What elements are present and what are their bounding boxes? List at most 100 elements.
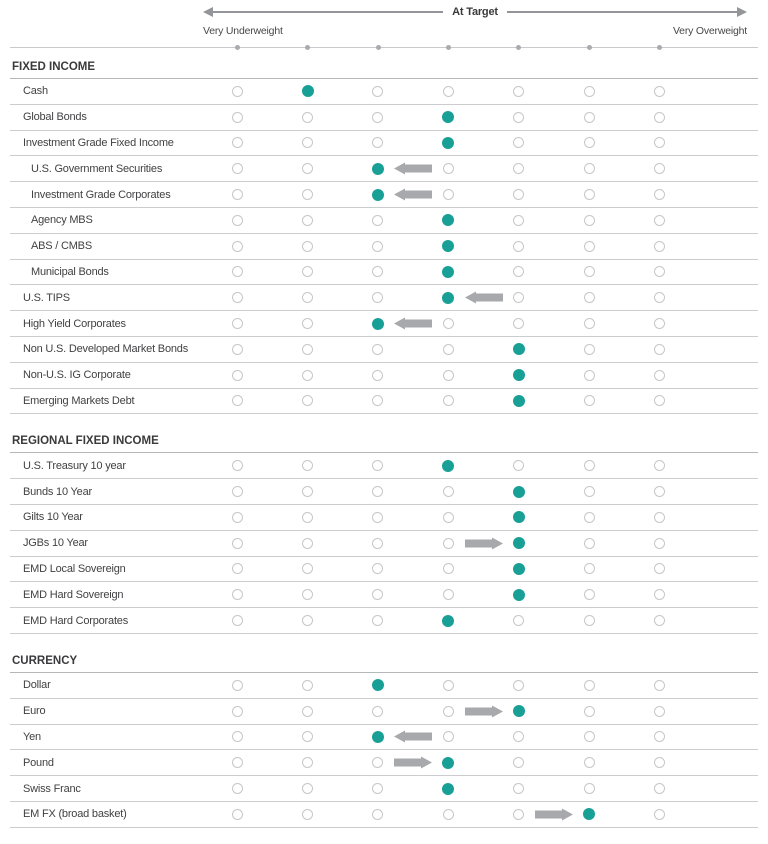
empty-position-circle (231, 85, 243, 97)
scale-cell (413, 79, 483, 104)
empty-position-circle (654, 214, 666, 226)
arrow-head (464, 291, 476, 304)
scale-cell (413, 479, 483, 504)
arrow-head (562, 808, 573, 821)
scale-cell (554, 208, 624, 233)
scale-cell (343, 750, 413, 775)
empty-position-circle (372, 395, 384, 407)
scale-cell (413, 750, 483, 775)
empty-position-circle (231, 292, 243, 304)
arrow-tail (405, 732, 433, 741)
row-label: EMD Hard Sovereign (23, 588, 124, 601)
scale-cell (413, 673, 483, 698)
scale-cell (554, 479, 624, 504)
scale-cell (272, 234, 342, 259)
empty-position-circle (442, 563, 454, 575)
scale-cell (202, 389, 272, 414)
scale-cell (624, 79, 694, 104)
scale-cell (413, 182, 483, 207)
left-arrow-icon (394, 317, 433, 330)
row-label: ABS / CMBS (31, 240, 92, 253)
empty-position-circle (654, 757, 666, 769)
empty-position-circle (583, 318, 595, 330)
empty-position-circle (231, 808, 243, 820)
filled-position-dot (442, 459, 455, 472)
right-arrow-icon (464, 537, 503, 550)
empty-position-circle (231, 214, 243, 226)
empty-position-circle (583, 615, 595, 627)
empty-position-circle (231, 369, 243, 381)
scale-cell (272, 105, 342, 130)
empty-position-circle (372, 240, 384, 252)
scale-cell (413, 776, 483, 801)
empty-position-circle (583, 537, 595, 549)
section-title: REGIONAL FIXED INCOME (10, 435, 758, 454)
arrow-tail (405, 164, 433, 173)
scale-cell (484, 311, 554, 336)
empty-position-circle (231, 163, 243, 175)
row-label: U.S. TIPS (23, 291, 70, 304)
table-row: Pound (10, 750, 758, 777)
row-label: Investment Grade Fixed Income (23, 136, 174, 149)
scale-cell (343, 479, 413, 504)
scale-cell (484, 608, 554, 633)
scale-cell (624, 608, 694, 633)
empty-position-circle (654, 460, 666, 472)
scale-cell (554, 750, 624, 775)
very-overweight-label: Very Overweight (672, 25, 747, 37)
table-row: Bunds 10 Year (10, 479, 758, 505)
empty-position-circle (372, 266, 384, 278)
empty-position-circle (372, 369, 384, 381)
ruler-tick-dot (516, 45, 522, 50)
empty-position-circle (654, 292, 666, 304)
empty-position-circle (654, 189, 666, 201)
scale-cell (484, 182, 554, 207)
scale-cell (484, 802, 554, 827)
row-label: Yen (23, 730, 41, 743)
scale-cell (202, 285, 272, 310)
table-row: Non U.S. Developed Market Bonds (10, 337, 758, 363)
filled-position-dot (442, 111, 455, 124)
table-row: Global Bonds (10, 105, 758, 131)
scale-cell (272, 505, 342, 530)
empty-position-circle (654, 137, 666, 149)
table-row: Investment Grade Fixed Income (10, 131, 758, 157)
arrow-tail (475, 293, 503, 302)
empty-position-circle (583, 266, 595, 278)
row-label: U.S. Treasury 10 year (23, 459, 126, 472)
scale-cell (272, 285, 342, 310)
empty-position-circle (583, 163, 595, 175)
scale-cell (624, 131, 694, 156)
empty-position-circle (302, 137, 314, 149)
scale-cell (484, 285, 554, 310)
scale-cell (484, 725, 554, 750)
empty-position-circle (513, 318, 525, 330)
empty-position-circle (231, 266, 243, 278)
empty-position-circle (513, 163, 525, 175)
empty-position-circle (372, 343, 384, 355)
empty-position-circle (372, 292, 384, 304)
scale-cell (272, 531, 342, 556)
scale-cell (484, 363, 554, 388)
scale-cell (343, 699, 413, 724)
empty-position-circle (372, 111, 384, 123)
scale-cell (624, 105, 694, 130)
empty-position-circle (231, 589, 243, 601)
scale-cell (554, 363, 624, 388)
empty-position-circle (372, 783, 384, 795)
scale-cell (202, 750, 272, 775)
scale-cell (343, 337, 413, 362)
empty-position-circle (302, 757, 314, 769)
scale-cell (554, 79, 624, 104)
empty-position-circle (372, 511, 384, 523)
filled-position-dot (442, 756, 455, 769)
positioning-table: At Target Very Underweight Very Overweig… (10, 0, 758, 828)
empty-position-circle (372, 214, 384, 226)
filled-position-dot (512, 394, 525, 407)
scale-cell (343, 363, 413, 388)
scale-cell (624, 311, 694, 336)
filled-position-dot (371, 317, 384, 330)
row-label: Investment Grade Corporates (31, 188, 171, 201)
scale-cell (484, 453, 554, 478)
arrow-tail (394, 758, 422, 767)
